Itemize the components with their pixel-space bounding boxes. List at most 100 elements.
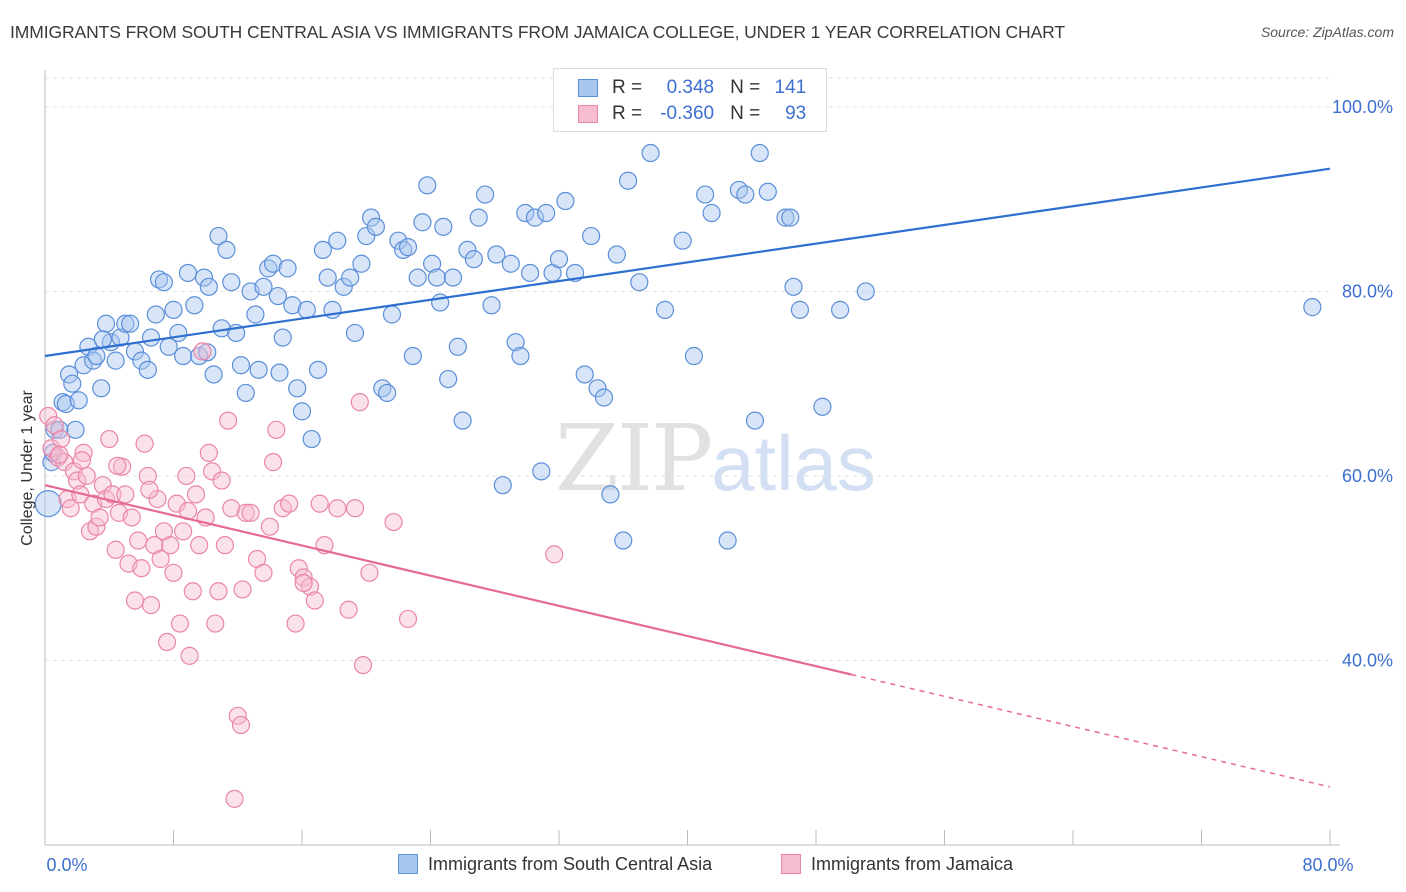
data-point-south-central-asia [194,268,214,287]
data-point-jamaica [328,499,347,518]
data-point-south-central-asia [516,203,535,223]
data-point-south-central-asia [313,240,332,260]
data-point-south-central-asia [476,185,495,204]
data-point-south-central-asia [63,374,82,393]
data-point-south-central-asia [378,383,397,403]
data-point-jamaica [350,393,369,412]
data-point-south-central-asia [448,337,467,356]
data-point-south-central-asia [655,300,675,319]
data-point-south-central-asia [702,203,721,223]
data-point-south-central-asia [618,171,638,190]
data-point-jamaica [39,406,58,426]
data-point-south-central-asia [74,356,93,375]
data-point-south-central-asia [729,180,749,200]
y-tick-label: 80.0% [1342,281,1393,301]
data-point-jamaica [177,466,196,486]
data-point-jamaica [294,568,313,587]
data-point-south-central-asia [302,429,321,449]
data-point-south-central-asia [673,231,692,250]
data-point-south-central-asia [178,263,198,283]
data-point-south-central-asia [830,300,850,319]
data-point-south-central-asia [141,328,161,347]
data-point-jamaica [140,480,159,499]
data-point-jamaica [545,545,564,564]
data-point-jamaica [199,443,218,462]
data-point-jamaica [267,420,286,439]
data-point-south-central-asia [758,182,777,201]
data-point-jamaica [273,499,292,518]
data-point-jamaica [138,466,157,486]
data-point-south-central-asia [249,360,268,379]
x-tick-label: 80.0% [1302,855,1353,875]
data-point-south-central-asia [790,300,810,319]
data-point-south-central-asia [549,250,569,269]
data-point-south-central-asia [398,238,418,257]
data-point-jamaica [77,466,96,486]
data-point-south-central-asia [199,277,218,296]
data-point-south-central-asia [283,296,302,315]
data-point-south-central-asia [246,305,265,324]
legend-row-south-central-asia: R = 0.348 N = 141 [578,76,806,100]
y-axis-title: College, Under 1 year [19,390,36,546]
data-point-south-central-asia [443,268,463,287]
data-point-south-central-asia [532,462,551,481]
data-point-jamaica [122,508,141,527]
data-point-jamaica [212,471,231,490]
data-point-south-central-asia [93,330,112,349]
bottom-legend-jamaica: Immigrants from Jamaica [781,852,1013,876]
data-point-jamaica [167,494,186,513]
data-point-south-central-asia [204,365,223,384]
data-point-south-central-asia [537,203,556,223]
data-point-south-central-asia [434,217,453,236]
watermark-atlas: atlas [711,419,876,507]
data-point-south-central-asia [482,296,501,315]
data-point-south-central-asia [520,263,540,283]
data-point-jamaica [116,485,135,504]
y-tick-label: 40.0% [1342,650,1393,670]
data-point-jamaica [108,456,127,475]
data-point-jamaica [305,591,324,610]
data-point-jamaica [61,499,80,518]
data-point-south-central-asia [116,314,135,333]
data-point-south-central-asia [750,143,769,163]
data-point-south-central-asia [641,143,660,163]
data-point-jamaica [164,563,183,582]
data-point-jamaica [206,614,225,633]
data-point-south-central-asia [556,191,575,211]
bottom-legend-swatch-pink [781,854,801,874]
data-point-jamaica [180,646,199,665]
data-point-jamaica [170,614,190,633]
data-point-south-central-asia [236,383,255,403]
source-label: Source: ZipAtlas.com [1260,24,1394,40]
data-point-jamaica [209,582,228,601]
data-point-south-central-asia [66,420,85,439]
data-point-south-central-asia [106,351,125,370]
data-point-south-central-asia [458,240,477,260]
data-point-south-central-asia [630,273,649,292]
data-point-south-central-asia [718,531,737,550]
data-point-south-central-asia [169,323,188,343]
data-point-jamaica [190,536,209,555]
data-point-south-central-asia [582,226,601,246]
data-point-south-central-asia [273,328,292,347]
data-point-south-central-asia [736,185,755,204]
data-point-south-central-asia [813,397,832,416]
data-point-south-central-asia [132,351,151,370]
data-point-south-central-asia [487,245,506,264]
data-point-south-central-asia [318,268,337,287]
legend-swatch-pink [578,105,598,123]
watermark: ZIPatlas [555,405,876,512]
data-point-south-central-asia [297,300,316,319]
data-point-south-central-asia [341,268,360,287]
data-point-south-central-asia [278,259,297,278]
data-point-south-central-asia [394,240,413,260]
data-point-jamaica [263,453,283,472]
data-point-south-central-asia [745,411,765,430]
data-point-south-central-asia [614,531,633,550]
data-point-south-central-asia [254,277,273,296]
data-point-south-central-asia [413,213,432,232]
bottom-legend-swatch-blue [398,854,418,874]
data-point-jamaica [222,499,241,518]
data-point-south-central-asia [361,208,381,227]
data-point-south-central-asia [525,208,545,227]
